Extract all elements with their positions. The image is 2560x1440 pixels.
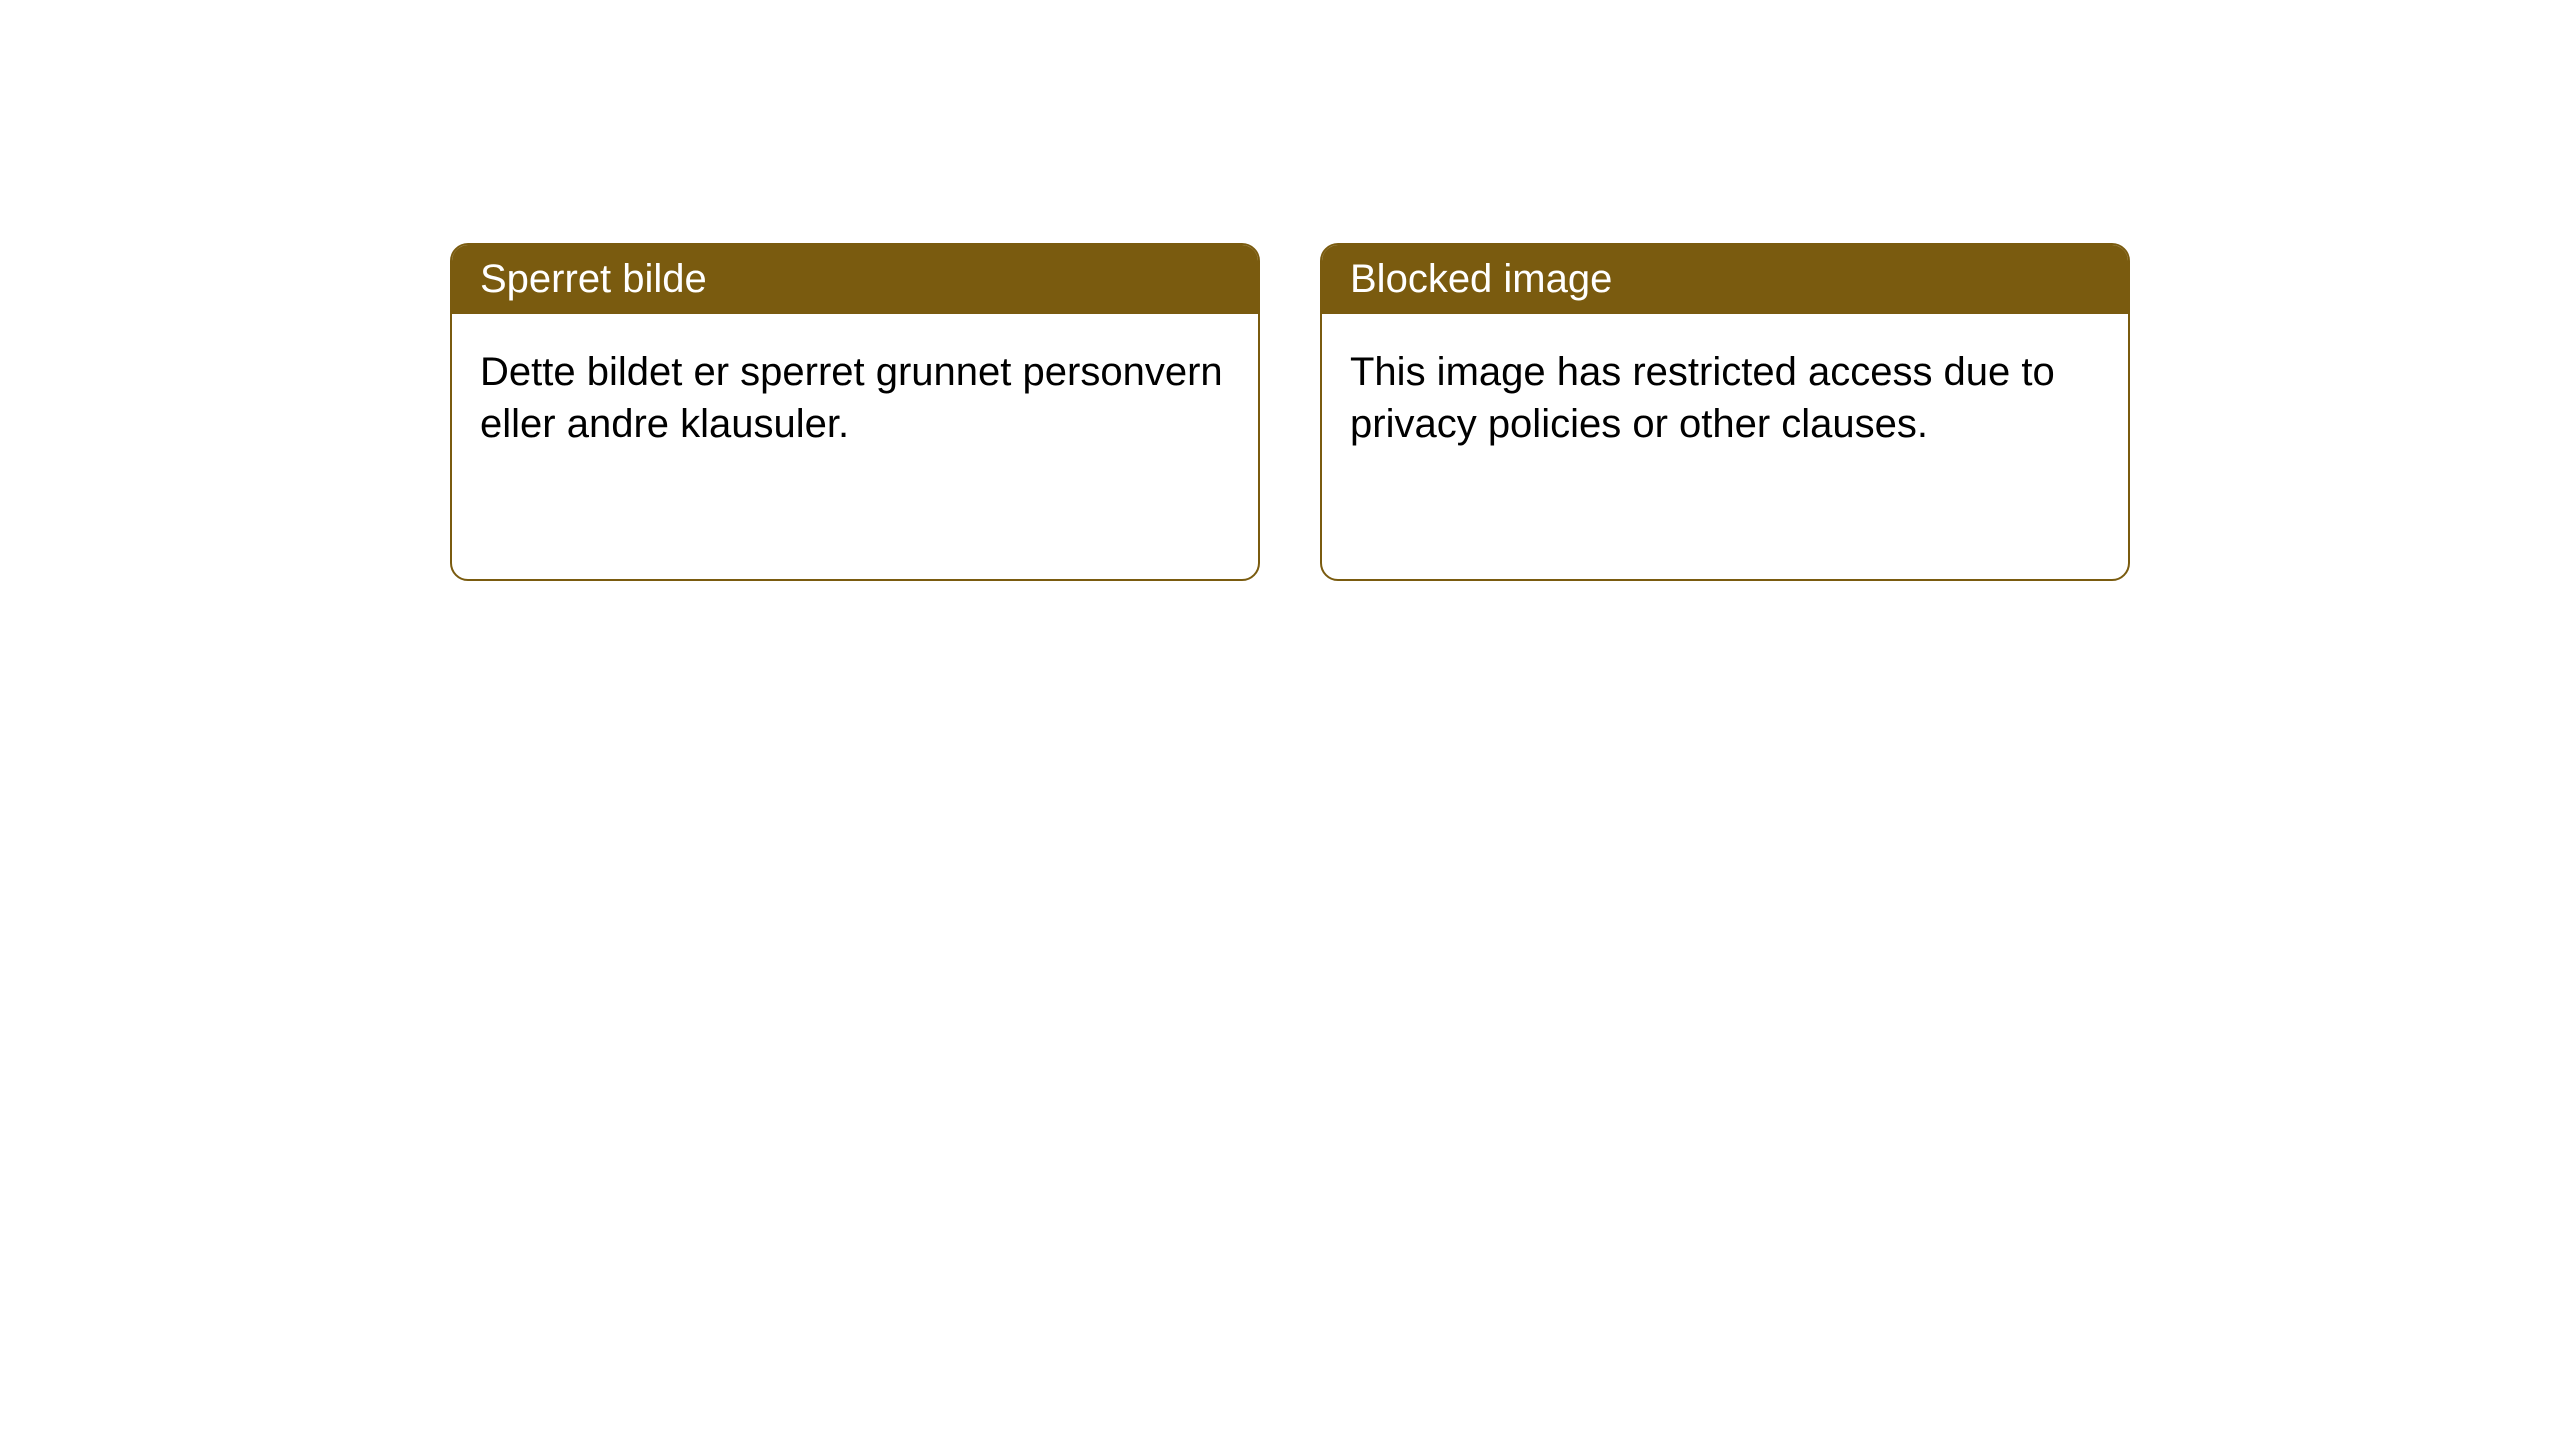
card-title-no: Sperret bilde xyxy=(452,245,1258,314)
card-body-en: This image has restricted access due to … xyxy=(1322,314,2128,482)
blocked-image-card-en: Blocked image This image has restricted … xyxy=(1320,243,2130,581)
card-title-en: Blocked image xyxy=(1322,245,2128,314)
cards-container: Sperret bilde Dette bildet er sperret gr… xyxy=(0,0,2560,581)
card-body-no: Dette bildet er sperret grunnet personve… xyxy=(452,314,1258,482)
blocked-image-card-no: Sperret bilde Dette bildet er sperret gr… xyxy=(450,243,1260,581)
